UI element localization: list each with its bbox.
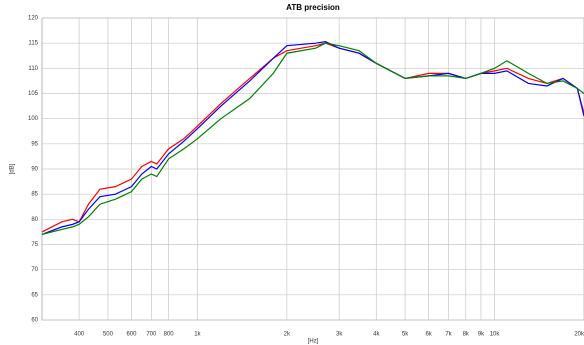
x-tick-label: 3k [336, 332, 343, 338]
series-line [41, 42, 584, 233]
x-tick-label: 10k [490, 332, 501, 338]
x-tick-label: 5k [402, 332, 409, 338]
x-tick-label: 20k [574, 332, 584, 338]
series-line [41, 41, 584, 235]
chart-title: ATB precision [286, 3, 340, 12]
y-tick-label: 110 [28, 66, 38, 72]
x-tick-label: 2k [284, 332, 291, 338]
x-tick-label: 7k [445, 332, 452, 338]
y-tick-label: 105 [28, 91, 39, 97]
x-tick-label: 500 [103, 332, 114, 338]
y-tick-label: 75 [31, 242, 38, 248]
y-tick-label: 115 [28, 41, 38, 47]
y-tick-label: 85 [31, 192, 38, 198]
x-tick-label: 700 [146, 332, 157, 338]
x-tick-label: 1k [194, 332, 201, 338]
x-tick-label: 6k [425, 332, 432, 338]
y-tick-label: 95 [31, 141, 38, 147]
x-tick-label: 800 [164, 332, 175, 338]
x-tick-label: 8k [463, 332, 470, 338]
series-line [41, 42, 584, 236]
x-axis-label: [Hz] [308, 339, 319, 345]
x-tick-label: 600 [126, 332, 137, 338]
y-tick-label: 90 [31, 167, 38, 173]
y-tick-label: 60 [31, 318, 38, 324]
y-axis-label: [dB] [10, 163, 16, 174]
x-tick-label: 400 [74, 332, 85, 338]
x-tick-label: 9k [478, 332, 485, 338]
y-tick-label: 80 [31, 217, 38, 223]
y-tick-label: 120 [28, 16, 39, 22]
y-tick-label: 65 [31, 292, 38, 298]
y-tick-label: 70 [31, 267, 38, 273]
x-tick-label: 4k [373, 332, 380, 338]
y-tick-label: 100 [28, 116, 39, 122]
